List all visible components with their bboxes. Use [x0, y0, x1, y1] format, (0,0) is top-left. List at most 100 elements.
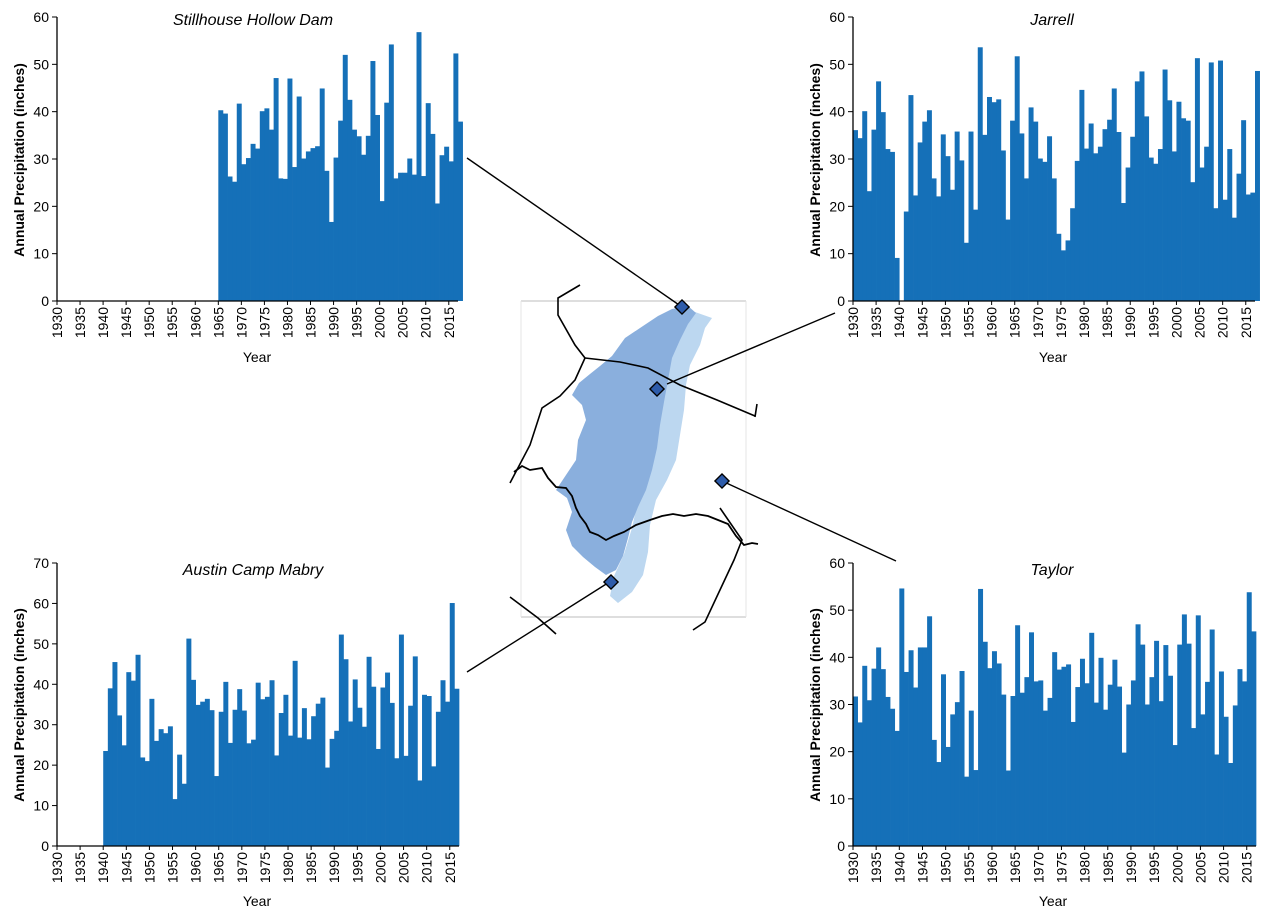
y-tick-label: 70 [33, 555, 49, 571]
bar [945, 156, 951, 301]
leader-line-taylor [721, 480, 897, 562]
bar [144, 761, 150, 846]
bar [342, 54, 348, 302]
bar [931, 739, 937, 847]
bar [278, 178, 284, 301]
chart-title: Stillhouse Hollow Dam [173, 12, 333, 29]
bar [214, 776, 220, 846]
bar [186, 638, 192, 846]
bar [356, 136, 362, 301]
bar [283, 694, 289, 846]
bar [315, 703, 321, 846]
bar [1098, 657, 1104, 846]
bar [223, 681, 229, 846]
bar [329, 738, 335, 846]
y-axis-label: Annual Precipitation (inches) [807, 63, 823, 257]
bar [1157, 149, 1163, 301]
bar [1121, 203, 1126, 301]
bar [1005, 770, 1011, 846]
chart-title: Taylor [1031, 562, 1075, 579]
bar [1149, 677, 1155, 846]
bar [1200, 714, 1206, 846]
bar [940, 134, 946, 301]
bar [1065, 240, 1071, 301]
bar [1250, 192, 1256, 301]
bar [1208, 62, 1214, 301]
x-tick-label: 2015 [442, 852, 458, 883]
station-marker-austin [602, 573, 620, 591]
x-tick-label: 1995 [1146, 852, 1162, 883]
chart-stillhouse-hollow-dam: Stillhouse Hollow Dam Annual Precipitati… [11, 9, 463, 365]
x-axis-label: Year [1039, 893, 1068, 909]
bar [1051, 178, 1057, 301]
x-tick-label: 2000 [1168, 307, 1184, 338]
x-axis-label: Year [243, 893, 272, 909]
y-axis-label: Annual Precipitation (inches) [807, 608, 823, 802]
bar [982, 134, 988, 301]
x-tick-label: 1935 [72, 852, 88, 883]
bar [862, 111, 868, 301]
x-tick-label: 2005 [395, 307, 411, 338]
bar [389, 702, 395, 846]
bar [403, 755, 409, 846]
bar [1111, 88, 1117, 301]
x-tick-label: 1955 [164, 307, 180, 338]
x-tick-label: 1985 [303, 852, 319, 883]
y-tick-label: 30 [33, 717, 49, 733]
bar [453, 53, 459, 302]
bar [1000, 150, 1006, 301]
bar [241, 710, 247, 846]
x-tick-label: 1940 [95, 307, 111, 338]
bar [1037, 158, 1043, 301]
bar [1024, 677, 1030, 846]
bar [894, 257, 900, 301]
x-tick-label: 1935 [868, 307, 884, 338]
bar [422, 694, 427, 846]
bar [894, 730, 900, 846]
bar [167, 726, 173, 846]
bar [1107, 119, 1113, 302]
bar [301, 708, 307, 846]
bar [1176, 101, 1182, 301]
y-tick-label: 40 [33, 104, 49, 120]
bar [411, 174, 417, 301]
bar [978, 588, 984, 846]
bar [449, 603, 455, 846]
bar [1195, 615, 1201, 846]
bar [1190, 182, 1196, 301]
bar [251, 739, 257, 846]
bar [172, 799, 178, 846]
bar [407, 158, 413, 301]
bar [1255, 70, 1260, 302]
bar [288, 735, 293, 846]
bar [324, 170, 330, 301]
bar [236, 103, 242, 302]
bar [444, 146, 450, 301]
bar [338, 634, 344, 846]
x-tick-label: 1985 [1099, 307, 1115, 338]
bar [297, 737, 303, 846]
bar [936, 762, 942, 846]
bar [1103, 709, 1109, 846]
y-tick-label: 30 [829, 151, 845, 167]
y-tick-label: 0 [41, 838, 49, 854]
bar [996, 99, 1002, 301]
bar [315, 146, 321, 301]
y-tick-label: 60 [829, 9, 845, 25]
x-axis-label: Year [243, 349, 272, 365]
bar [885, 149, 891, 301]
x-tick-label: 1955 [165, 852, 181, 883]
bar [1079, 89, 1085, 301]
bar [1191, 728, 1197, 846]
bar [1167, 100, 1173, 301]
bar [333, 157, 339, 301]
y-tick-label: 20 [829, 198, 845, 214]
bar [982, 641, 988, 846]
bar [380, 687, 386, 846]
bar [1144, 116, 1150, 302]
bar [1130, 136, 1136, 301]
bar [1015, 625, 1021, 846]
bar [857, 138, 863, 301]
bar [434, 203, 440, 301]
bar [1019, 692, 1025, 846]
